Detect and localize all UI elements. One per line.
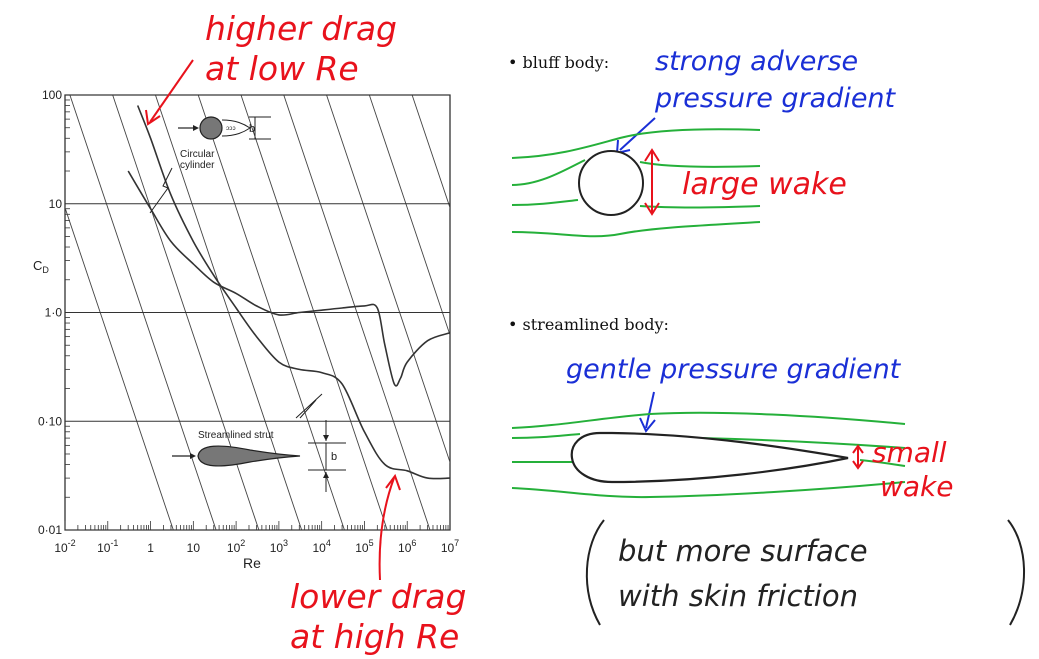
large-wake-label: large wake xyxy=(682,167,847,202)
x-tick-label: 106 xyxy=(398,538,416,555)
x-tick-label: 1 xyxy=(147,541,154,555)
bluff-streamline-1 xyxy=(511,128,761,159)
friction-note-line1: but more surface xyxy=(618,534,868,568)
strut-label: Streamlined strut xyxy=(198,430,274,441)
friction-right-paren xyxy=(1007,519,1026,626)
x-tick-label: 10-1 xyxy=(97,538,118,555)
y-tick-label: 10 xyxy=(49,197,63,211)
x-tick-label: 107 xyxy=(441,538,459,555)
y-tick-labels: 100 10 1·0 0·10 0·01 xyxy=(38,88,62,537)
x-tick-label: 10 xyxy=(187,541,201,555)
y-minor-ticks xyxy=(65,99,70,498)
annotation-lower-drag: lower drag xyxy=(290,577,466,616)
bluff-body-panel: • bluff body: strong adverse pressure gr… xyxy=(508,46,897,238)
cylinder-dim-label: b xyxy=(249,123,255,135)
diagonal-gridline xyxy=(154,95,303,530)
bluff-body-circle xyxy=(578,150,644,216)
diagonal-gridline xyxy=(326,95,450,464)
diagonal-gridline xyxy=(240,95,388,530)
friction-note-line2: with skin friction xyxy=(618,579,858,613)
streamlined-streamline-3 xyxy=(512,459,906,467)
bluff-note-line1: strong adverse xyxy=(655,46,858,77)
y-axis-label: CD xyxy=(33,258,49,275)
streamlined-body-panel: • streamlined body: gentle pressure grad… xyxy=(508,315,1026,626)
streamlined-streamline-1 xyxy=(511,411,906,429)
bluff-streamline-4 xyxy=(511,221,761,238)
cylinder-icon xyxy=(199,116,223,140)
horizontal-grid xyxy=(65,94,450,531)
diagonal-gridline xyxy=(411,95,450,210)
diagonal-gridline xyxy=(65,206,174,530)
annotation-at-high-re: at high Re xyxy=(290,617,459,656)
strut-icon xyxy=(197,445,301,467)
series-streamlined-strut xyxy=(136,105,451,480)
x-tick-labels: 10-2 10-1 1 10 102 103 104 105 106 107 xyxy=(54,538,459,555)
strut-pointer xyxy=(295,393,323,419)
gentle-gradient-arrow xyxy=(645,391,655,429)
x-minor-ticks xyxy=(64,521,449,530)
cylinder-label-line2: cylinder xyxy=(180,160,215,171)
bluff-note-line2: pressure gradient xyxy=(654,83,897,114)
streamlined-streamline-4 xyxy=(511,481,906,499)
gentle-gradient-note: gentle pressure gradient xyxy=(566,354,902,385)
streamlined-body-label: • streamlined body: xyxy=(508,315,669,334)
bluff-streamline-2 xyxy=(511,159,761,186)
y-tick-label: 1·0 xyxy=(45,306,63,320)
x-tick-label: 102 xyxy=(227,538,245,555)
streamlined-streamline-2 xyxy=(511,433,906,449)
strut-sketch: Streamlined strut b xyxy=(172,393,346,492)
drag-annotations: higher drag at low Re lower drag at high… xyxy=(145,9,466,656)
x-tick-label: 105 xyxy=(355,538,373,555)
diagonal-gridline xyxy=(112,95,260,530)
airfoil-body xyxy=(570,431,849,484)
diagonal-gridline xyxy=(368,95,450,337)
diagonal-gridline xyxy=(283,95,431,530)
vortex-marks: ᵓᵓᵓ xyxy=(226,124,236,134)
x-tick-label: 10-2 xyxy=(54,538,75,555)
diagonal-grid xyxy=(65,95,450,530)
x-axis-label: Re xyxy=(243,555,261,571)
small-wake-label-line2: wake xyxy=(880,470,954,503)
diagonal-gridline xyxy=(69,95,217,530)
annotation-higher-drag: higher drag xyxy=(205,9,397,48)
x-tick-label: 104 xyxy=(312,538,330,555)
cylinder-pointer xyxy=(149,167,173,214)
cylinder-sketch: ᵓᵓᵓ b Circular cylinder xyxy=(149,116,271,214)
y-tick-label: 0·01 xyxy=(38,523,62,537)
y-tick-label: 100 xyxy=(42,88,62,102)
annotation-arrow-up xyxy=(149,59,194,123)
bluff-streamline-3 xyxy=(511,199,761,209)
annotation-arrow-down xyxy=(378,477,395,581)
x-tick-label: 103 xyxy=(270,538,288,555)
series-circular-cylinder xyxy=(127,170,451,387)
drag-coefficient-plot: 100 10 1·0 0·10 0·01 10-2 10-1 1 10 102 103 104 105… xyxy=(33,88,459,571)
cylinder-label-line1: Circular xyxy=(180,149,215,160)
annotation-at-low-re: at low Re xyxy=(205,49,359,88)
y-tick-label: 0·10 xyxy=(38,414,62,428)
diagonal-gridline xyxy=(197,95,345,530)
series-group xyxy=(127,105,451,480)
bluff-body-label: • bluff body: xyxy=(508,53,609,72)
friction-left-paren xyxy=(585,519,605,626)
small-wake-label-line1: small xyxy=(872,436,947,469)
strut-dim-label: b xyxy=(331,451,337,463)
